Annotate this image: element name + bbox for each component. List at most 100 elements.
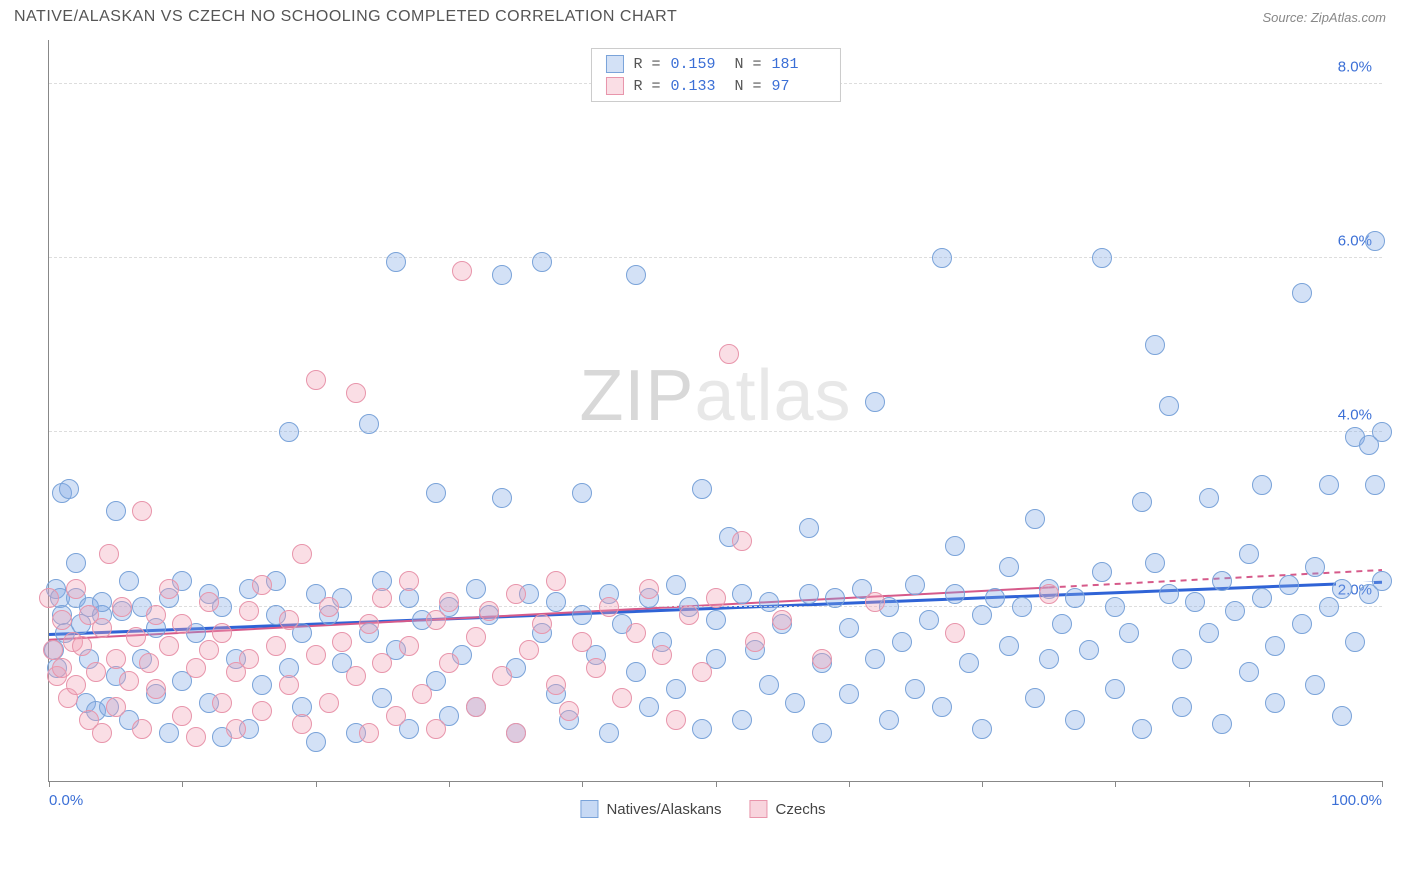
scatter-point <box>639 697 659 717</box>
scatter-point <box>439 653 459 673</box>
scatter-point <box>1145 335 1165 355</box>
n-label: N = <box>735 78 762 95</box>
scatter-point <box>1279 575 1299 595</box>
scatter-point <box>399 636 419 656</box>
scatter-point <box>1159 584 1179 604</box>
scatter-point <box>652 645 672 665</box>
scatter-point <box>812 649 832 669</box>
scatter-point <box>439 592 459 612</box>
scatter-point <box>1199 488 1219 508</box>
x-tick <box>316 781 317 787</box>
scatter-point <box>292 714 312 734</box>
x-tick <box>49 781 50 787</box>
scatter-point <box>59 479 79 499</box>
scatter-point <box>226 719 246 739</box>
x-tick-label: 0.0% <box>49 792 83 809</box>
scatter-point <box>1239 662 1259 682</box>
scatter-point <box>1132 719 1152 739</box>
scatter-point <box>985 588 1005 608</box>
scatter-point <box>1092 248 1112 268</box>
scatter-point <box>772 610 792 630</box>
scatter-point <box>1345 632 1365 652</box>
scatter-point <box>159 579 179 599</box>
x-tick <box>716 781 717 787</box>
scatter-point <box>1065 588 1085 608</box>
scatter-point <box>86 662 106 682</box>
scatter-point <box>1172 649 1192 669</box>
scatter-point <box>106 649 126 669</box>
scatter-point <box>572 632 592 652</box>
scatter-point <box>692 479 712 499</box>
scatter-point <box>865 649 885 669</box>
scatter-point <box>1252 475 1272 495</box>
scatter-point <box>1265 636 1285 656</box>
scatter-point <box>1365 475 1385 495</box>
scatter-point <box>252 675 272 695</box>
scatter-point <box>66 553 86 573</box>
scatter-point <box>1212 714 1232 734</box>
gridline <box>49 257 1382 258</box>
scatter-point <box>999 636 1019 656</box>
scatter-point <box>666 679 686 699</box>
n-value-1: 97 <box>772 78 826 95</box>
scatter-point <box>932 248 952 268</box>
scatter-point <box>732 531 752 551</box>
plot-area: ZIPatlas R = 0.159 N = 181 R = 0.133 N =… <box>48 40 1382 782</box>
scatter-point <box>479 601 499 621</box>
scatter-point <box>252 701 272 721</box>
scatter-point <box>1025 688 1045 708</box>
n-label: N = <box>735 56 762 73</box>
x-tick-label: 100.0% <box>1331 792 1382 809</box>
scatter-point <box>1332 579 1352 599</box>
scatter-point <box>599 597 619 617</box>
x-tick <box>1382 781 1383 787</box>
scatter-point <box>466 697 486 717</box>
scatter-point <box>346 383 366 403</box>
scatter-point <box>666 710 686 730</box>
scatter-point <box>319 693 339 713</box>
scatter-point <box>399 588 419 608</box>
scatter-point <box>692 719 712 739</box>
trend-lines <box>49 40 1382 781</box>
legend-item-1: Czechs <box>750 800 826 818</box>
scatter-point <box>612 688 632 708</box>
scatter-point <box>239 601 259 621</box>
scatter-point <box>492 488 512 508</box>
y-axis-label: No Schooling Completed <box>0 225 1 391</box>
scatter-point <box>1052 614 1072 634</box>
scatter-point <box>1199 623 1219 643</box>
scatter-point <box>1225 601 1245 621</box>
scatter-point <box>332 632 352 652</box>
scatter-point <box>172 706 192 726</box>
scatter-point <box>66 579 86 599</box>
scatter-point <box>112 597 132 617</box>
scatter-point <box>412 684 432 704</box>
gridline <box>49 431 1382 432</box>
scatter-point <box>359 414 379 434</box>
scatter-point <box>306 645 326 665</box>
scatter-point <box>572 605 592 625</box>
scatter-point <box>626 662 646 682</box>
r-label: R = <box>633 56 660 73</box>
scatter-point <box>1372 571 1392 591</box>
scatter-point <box>346 666 366 686</box>
scatter-point <box>1332 706 1352 726</box>
scatter-point <box>466 579 486 599</box>
scatter-point <box>1025 509 1045 529</box>
scatter-point <box>1105 597 1125 617</box>
legend-swatch-series-0 <box>605 55 623 73</box>
scatter-point <box>106 501 126 521</box>
scatter-point <box>52 658 72 678</box>
r-value-1: 0.133 <box>671 78 725 95</box>
legend-label-1: Czechs <box>776 801 826 818</box>
scatter-point <box>532 252 552 272</box>
scatter-point <box>865 392 885 412</box>
scatter-point <box>212 623 232 643</box>
scatter-point <box>745 632 765 652</box>
scatter-point <box>905 575 925 595</box>
scatter-point <box>52 610 72 630</box>
scatter-point <box>279 422 299 442</box>
chart-title: NATIVE/ALASKAN VS CZECH NO SCHOOLING COM… <box>14 8 677 26</box>
scatter-point <box>372 653 392 673</box>
scatter-point <box>546 675 566 695</box>
